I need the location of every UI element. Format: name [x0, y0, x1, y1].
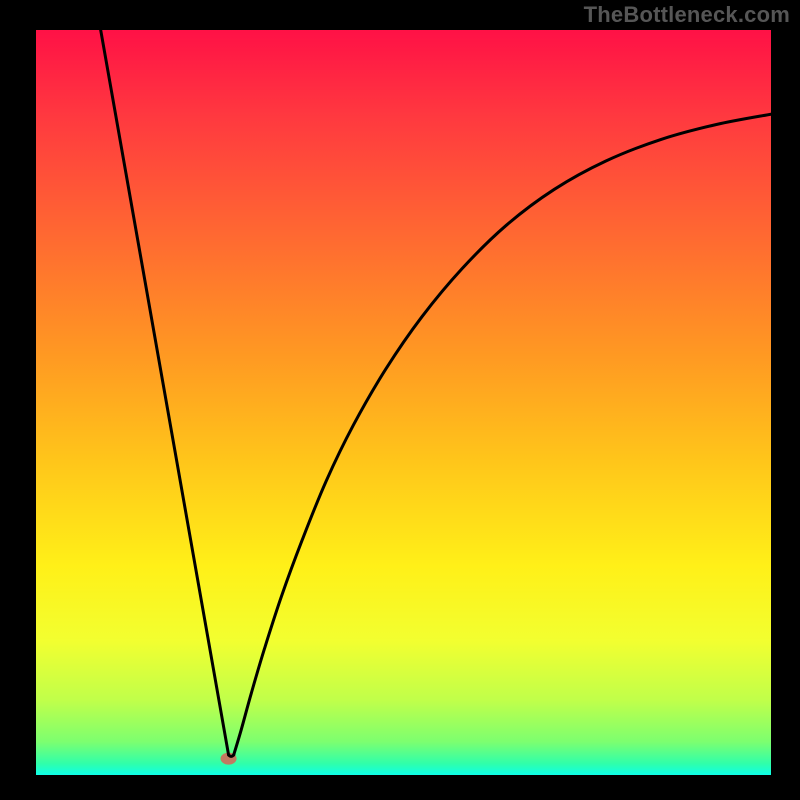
- watermark-text: TheBottleneck.com: [584, 2, 790, 28]
- curve-valley-connector: [229, 755, 234, 757]
- gradient-background: [36, 30, 771, 775]
- plot-area: [36, 30, 771, 775]
- chart-svg: [36, 30, 771, 775]
- chart-frame: TheBottleneck.com: [0, 0, 800, 800]
